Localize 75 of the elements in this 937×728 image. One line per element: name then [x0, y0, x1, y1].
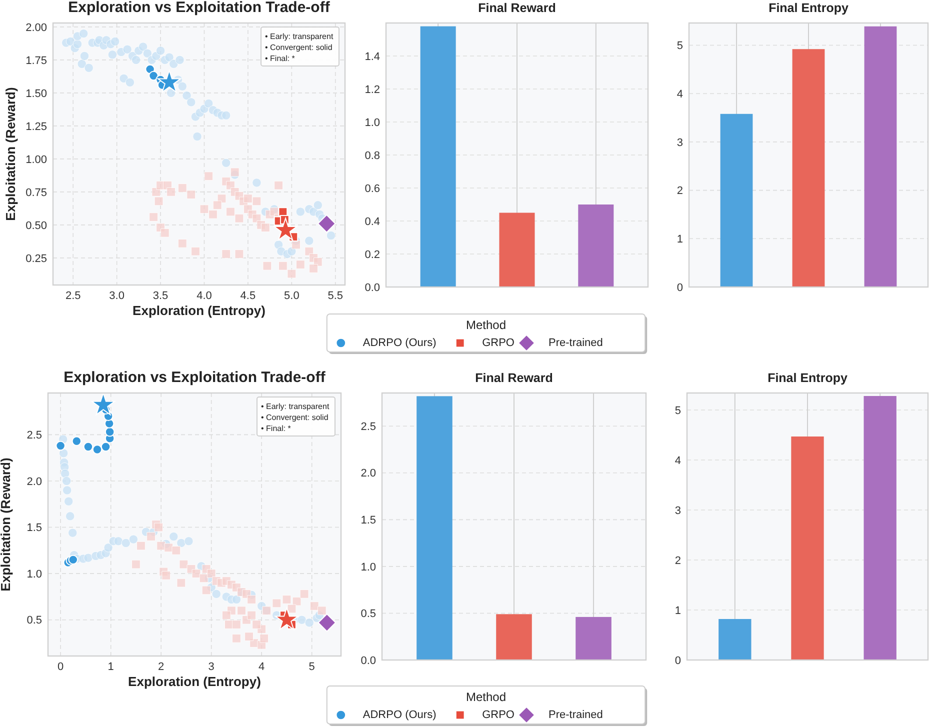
y-tick-label: 1.25	[26, 120, 47, 133]
x-tick-label: 3	[208, 661, 214, 673]
x-axis-title: Exploration (Entropy)	[128, 674, 261, 689]
legend-title: Method	[466, 318, 506, 332]
x-tick-label: 5	[308, 661, 315, 673]
y-tick-label: 0.4	[364, 216, 380, 228]
legend-label: GRPO	[482, 337, 515, 349]
y-tick-label: 1.2	[364, 84, 380, 96]
y-tick-label: 3	[676, 136, 683, 149]
y-tick-label: 4	[676, 88, 683, 100]
y-tick-label: 1.4	[364, 50, 380, 63]
y-tick-label: 4	[674, 454, 681, 467]
y-tick-label: 1.0	[26, 568, 42, 580]
y-tick-label: 5	[674, 404, 681, 417]
chart-title: Exploration vs Exploitation Trade-off	[68, 0, 331, 16]
y-tick-label: 2.0	[360, 468, 376, 480]
chart-title: Exploration vs Exploitation Trade-off	[64, 369, 326, 386]
y-tick-label: 0.75	[26, 186, 47, 199]
y-tick-label: 2.00	[26, 22, 47, 34]
annotation: • Early: transparent	[261, 402, 330, 411]
y-tick-label: 0.25	[26, 252, 47, 265]
y-tick-label: 2.5	[26, 430, 42, 442]
y-tick-label: 0.5	[360, 608, 376, 620]
y-tick-label: 1.5	[26, 522, 42, 534]
x-tick-label: 4.5	[240, 290, 256, 302]
x-tick-label: 3.5	[152, 290, 168, 302]
y-tick-label: 1.0	[364, 116, 380, 129]
legend-label: GRPO	[482, 709, 515, 721]
chart-title: Final Reward	[475, 371, 553, 385]
y-tick-label: 0	[676, 282, 683, 294]
y-tick-label: 1	[674, 604, 681, 617]
y-tick-label: 1.50	[26, 88, 47, 100]
annotation: • Final: *	[265, 54, 295, 63]
x-tick-label: 4.0	[196, 290, 212, 302]
x-tick-label: 5.5	[328, 290, 344, 302]
y-tick-label: 2.0	[26, 476, 42, 488]
x-tick-label: 1	[108, 661, 114, 673]
legend-label: Pre-trained	[548, 337, 603, 349]
legend-label: Pre-trained	[548, 709, 603, 721]
y-tick-label: 1.00	[26, 154, 47, 166]
x-axis-title: Exploration (Entropy)	[132, 303, 266, 318]
y-tick-label: 0.5	[26, 614, 42, 627]
y-tick-label: 1.0	[360, 561, 376, 574]
x-tick-label: 0	[58, 661, 64, 673]
legend-label: ADRPO (Ours)	[362, 709, 436, 721]
y-tick-label: 0.0	[364, 282, 380, 294]
y-tick-label: 0.0	[360, 654, 376, 667]
y-tick-label: 2	[674, 554, 681, 567]
legend-label: ADRPO (Ours)	[362, 337, 436, 349]
y-tick-label: 0.2	[364, 248, 380, 261]
y-tick-label: 3	[674, 504, 681, 517]
y-axis-title: Exploitation (Reward)	[3, 87, 18, 221]
annotation: • Early: transparent	[265, 32, 334, 41]
x-tick-label: 5.0	[284, 290, 300, 302]
x-tick-label: 3.0	[109, 290, 124, 302]
chart-title: Final Entropy	[768, 1, 848, 15]
annotation: • Convergent: solid	[265, 43, 332, 52]
legend-title: Method	[466, 690, 506, 704]
y-tick-label: 2.5	[360, 420, 376, 433]
y-tick-label: 1	[676, 234, 683, 246]
y-tick-label: 0.6	[364, 182, 380, 195]
y-tick-label: 1.5	[360, 514, 376, 527]
x-tick-label: 2	[158, 661, 164, 673]
annotation: • Final: *	[261, 424, 291, 433]
y-tick-label: 5	[676, 40, 683, 52]
x-tick-label: 4	[258, 661, 265, 673]
y-axis-title: Exploitation (Reward)	[0, 458, 13, 592]
y-tick-label: 0.8	[364, 150, 380, 162]
chart-title: Final Entropy	[768, 371, 848, 385]
x-tick-label: 2.5	[65, 290, 81, 302]
y-tick-label: 1.75	[26, 54, 47, 67]
annotation: • Convergent: solid	[261, 413, 328, 422]
y-tick-label: 0.50	[26, 220, 47, 232]
chart-title: Final Reward	[478, 1, 556, 15]
y-tick-label: 2	[676, 185, 683, 198]
